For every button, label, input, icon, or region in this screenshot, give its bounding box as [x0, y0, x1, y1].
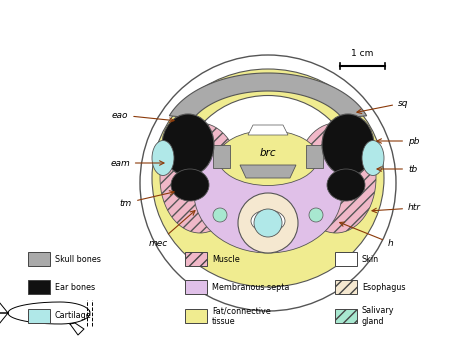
Text: Muscle: Muscle: [212, 254, 240, 264]
Ellipse shape: [183, 95, 353, 251]
Ellipse shape: [162, 114, 214, 176]
Text: Cartilage: Cartilage: [55, 311, 92, 320]
Text: pb: pb: [377, 137, 419, 146]
Text: Ear bones: Ear bones: [55, 283, 95, 291]
Ellipse shape: [152, 69, 384, 287]
Text: eao: eao: [112, 111, 174, 122]
Ellipse shape: [171, 169, 209, 201]
Text: Salivary
gland: Salivary gland: [362, 306, 394, 326]
Ellipse shape: [322, 114, 374, 176]
Polygon shape: [169, 73, 367, 118]
Ellipse shape: [362, 140, 384, 176]
Bar: [335, 309, 357, 323]
Text: eam: eam: [110, 159, 164, 167]
Polygon shape: [213, 145, 230, 168]
Bar: [185, 280, 207, 294]
Bar: [28, 252, 50, 266]
Text: tm: tm: [120, 191, 174, 207]
Text: Fat/connective
tissue: Fat/connective tissue: [212, 306, 271, 326]
Ellipse shape: [160, 123, 240, 233]
Text: Skull bones: Skull bones: [55, 254, 101, 264]
Polygon shape: [248, 125, 288, 135]
Text: tb: tb: [377, 165, 417, 173]
Text: Esophagus: Esophagus: [362, 283, 405, 291]
Bar: [28, 309, 50, 323]
Bar: [28, 280, 50, 294]
Ellipse shape: [218, 131, 318, 185]
Bar: [335, 280, 357, 294]
Polygon shape: [306, 145, 323, 168]
Ellipse shape: [152, 140, 174, 176]
Ellipse shape: [251, 210, 285, 232]
Text: htr: htr: [372, 204, 421, 213]
Ellipse shape: [213, 208, 227, 222]
Circle shape: [238, 193, 298, 253]
Text: sq: sq: [357, 99, 409, 113]
Ellipse shape: [309, 208, 323, 222]
Text: Membranous septa: Membranous septa: [212, 283, 289, 291]
Ellipse shape: [194, 133, 342, 253]
Bar: [335, 252, 357, 266]
Circle shape: [140, 55, 396, 311]
Text: 1 cm: 1 cm: [351, 49, 374, 58]
Polygon shape: [240, 165, 296, 178]
Text: h: h: [340, 222, 394, 247]
Circle shape: [254, 209, 282, 237]
Text: Skin: Skin: [362, 254, 379, 264]
Text: brc: brc: [260, 148, 276, 158]
Ellipse shape: [296, 123, 376, 233]
Ellipse shape: [327, 169, 365, 201]
Bar: [185, 252, 207, 266]
Text: mec: mec: [148, 211, 195, 247]
Bar: [185, 309, 207, 323]
